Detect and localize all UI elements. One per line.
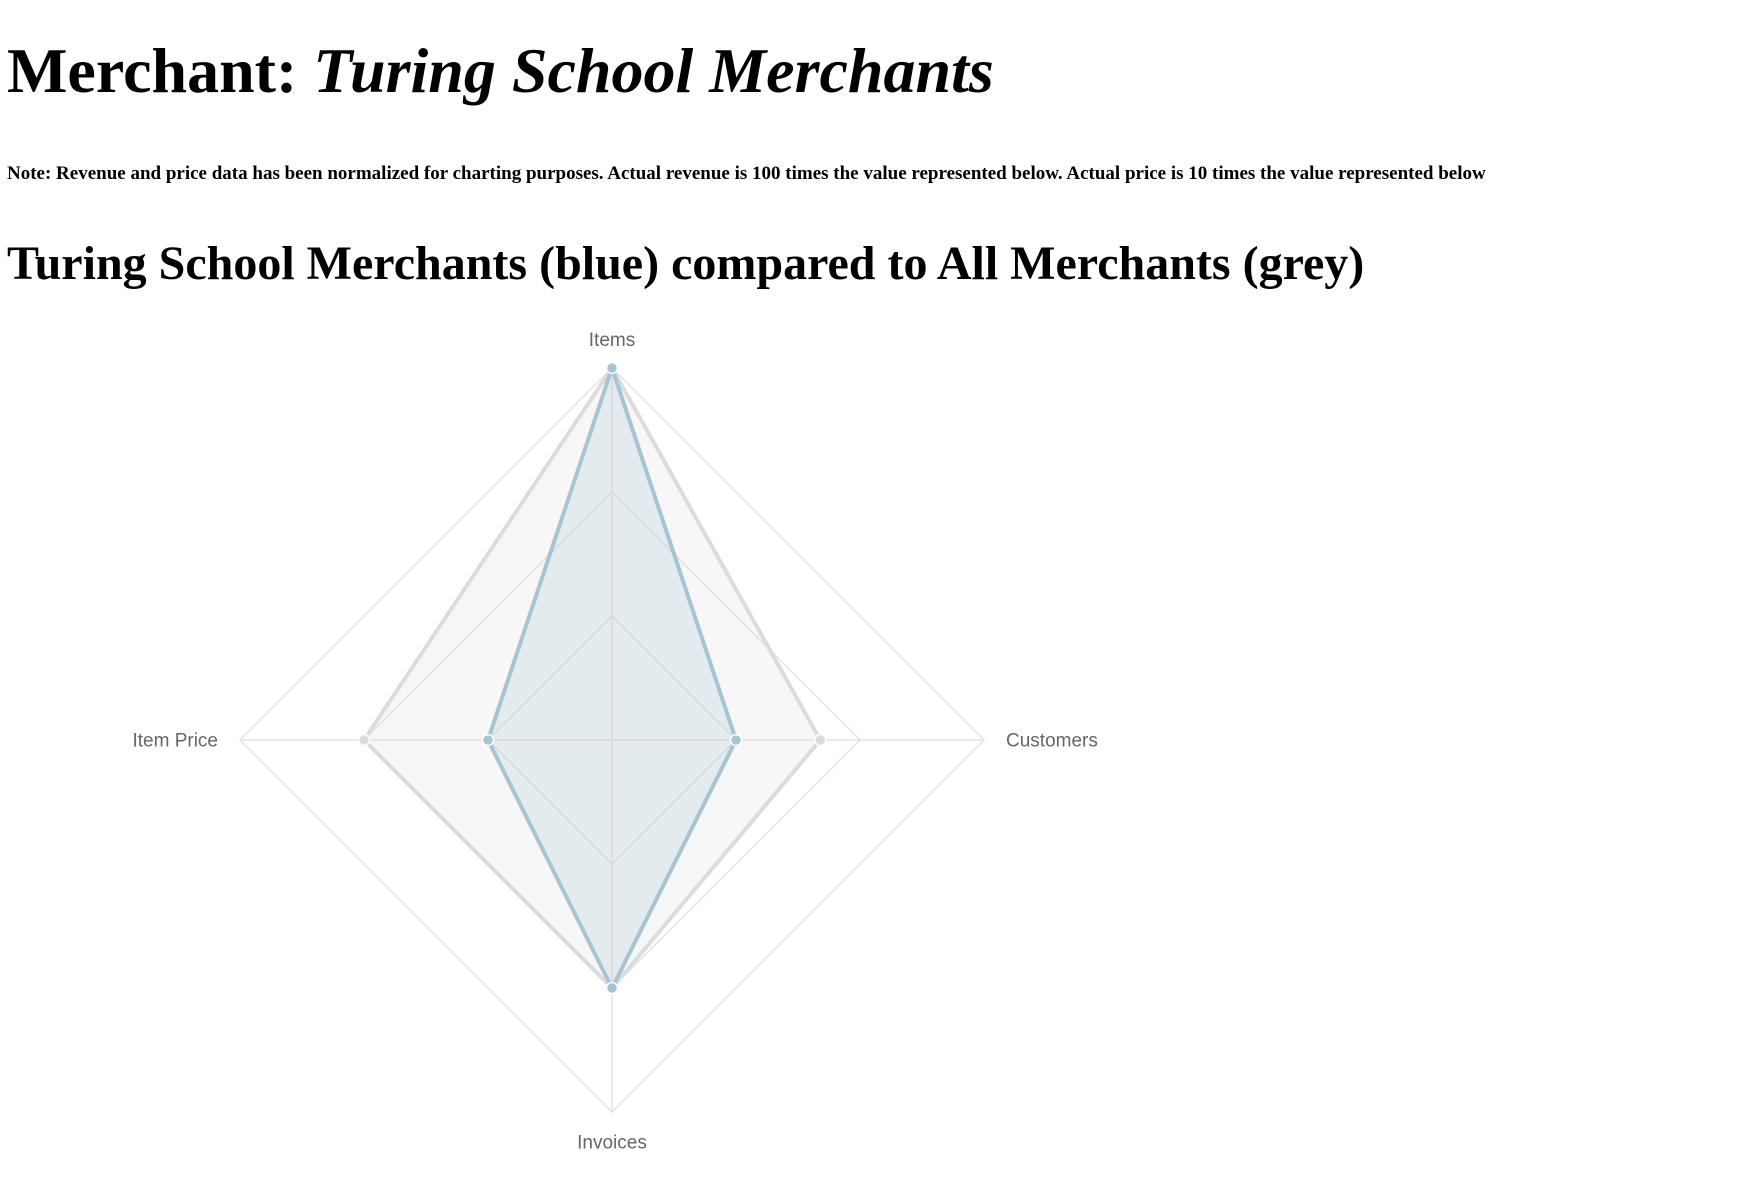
point-turing-school-merchants-items[interactable] xyxy=(605,361,619,375)
point-all-merchants-customers[interactable] xyxy=(814,733,827,747)
radar-chart: Items Customers Invoices Item Price xyxy=(132,330,1097,1153)
axis-label-item-price: Item Price xyxy=(132,731,218,752)
point-turing-school-merchants-item-price[interactable] xyxy=(481,733,495,747)
axis-label-items: Items xyxy=(589,330,635,351)
chart-heading: Turing School Merchants (blue) compared … xyxy=(7,237,1365,290)
radar-axis-labels: Items Customers Invoices Item Price xyxy=(132,330,1097,1153)
merchant-name: Turing School Merchants xyxy=(313,35,994,106)
normalization-note: Note: Revenue and price data has been no… xyxy=(7,163,1486,184)
page-title-prefix: Merchant: xyxy=(7,35,314,106)
point-turing-school-merchants-invoices[interactable] xyxy=(605,981,619,995)
point-turing-school-merchants-customers[interactable] xyxy=(729,733,743,747)
radar-grid xyxy=(238,366,986,1114)
axis-label-invoices: Invoices xyxy=(577,1132,647,1153)
axis-label-customers: Customers xyxy=(1006,731,1098,752)
point-all-merchants-item-price[interactable] xyxy=(357,733,371,747)
page-title: Merchant: Turing School Merchants xyxy=(7,34,994,108)
radar-series xyxy=(357,361,827,995)
